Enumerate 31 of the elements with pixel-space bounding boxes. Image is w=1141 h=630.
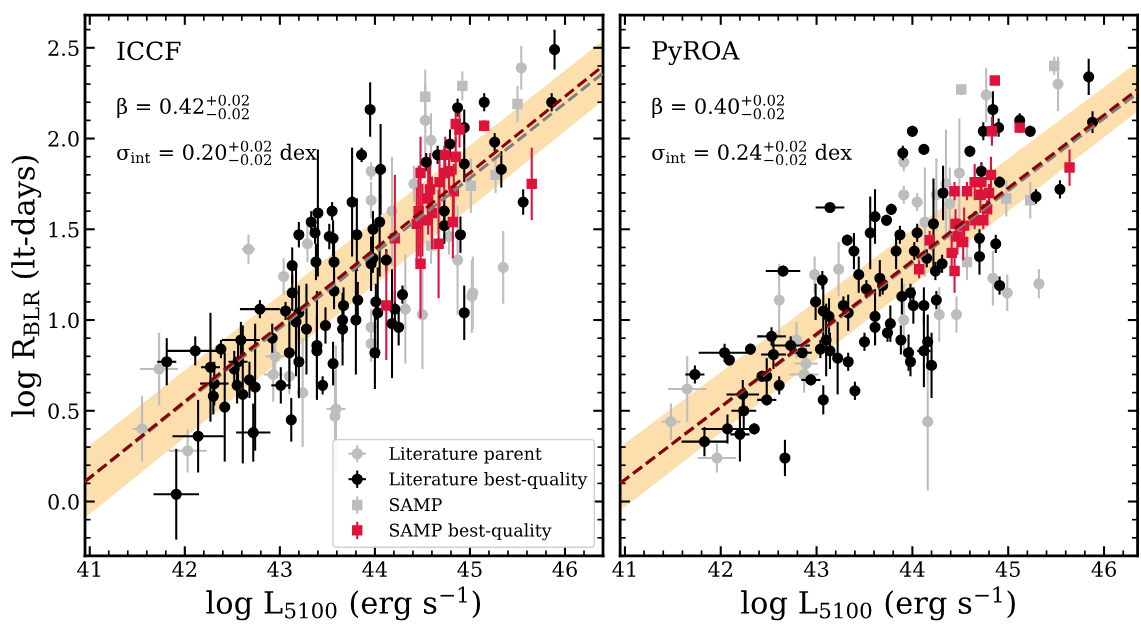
y-tick-label: 0.5 [48, 403, 79, 419]
x-tick-label: 46 [552, 561, 577, 577]
legend-label: SAMP [389, 498, 442, 512]
x-tick-label: 41 [77, 561, 101, 577]
y-tick-label: 1.0 [49, 312, 79, 329]
x-tick-label: 46 [1091, 561, 1116, 577]
legend-label: Literature parent [389, 447, 542, 464]
x-tick-label: 45 [457, 561, 482, 577]
x-tick-label: 44 [899, 561, 925, 577]
annotation: σ$_{int}$ = 0.24$^{+0.02}$$_{−0.02}$ dex [652, 140, 852, 166]
y-axis-title: log R$_{BLR}$ (lt-days) [11, 155, 42, 417]
annotation: PyROA [652, 40, 740, 66]
x-tick-label: 44 [362, 561, 388, 577]
legend-label: Literature best-quality [389, 472, 588, 490]
y-tick-label: 2.5 [48, 40, 79, 56]
x-tick-label: 42 [172, 561, 197, 577]
annotation: σ$_{int}$ = 0.20$^{+0.02}$$_{−0.02}$ dex [117, 140, 317, 166]
annotation: β = 0.42$^{+0.02}$$_{−0.02}$ [117, 94, 249, 120]
y-tick-label: 2.0 [48, 130, 79, 147]
x-tick-label: 43 [803, 561, 829, 577]
legend-label: SAMP best-quality [389, 523, 552, 541]
x-tick-label: 42 [708, 561, 732, 577]
x-axis-title: log L$_{5100}$ (erg s$^{−1}$) [741, 586, 1015, 621]
y-tick-label: 0.0 [48, 493, 79, 510]
x-tick-label: 41 [612, 561, 636, 577]
annotation: β = 0.40$^{+0.02}$$_{−0.02}$ [652, 94, 784, 120]
x-axis-title: log L$_{5100}$ (erg s$^{−1}$) [206, 586, 481, 621]
x-tick-label: 45 [995, 561, 1020, 577]
annotation: ICCF [117, 41, 181, 61]
x-tick-label: 43 [267, 561, 292, 577]
y-tick-label: 1.5 [49, 221, 79, 238]
